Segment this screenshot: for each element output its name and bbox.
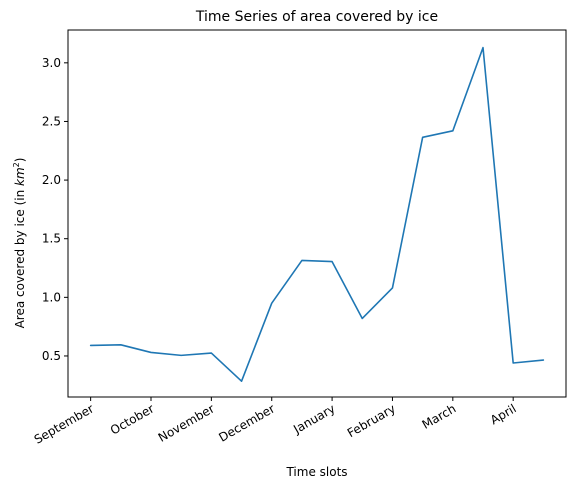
axes-frame: [67, 29, 567, 398]
y-tick-label: 2.0: [42, 173, 61, 187]
x-axis-label: Time slots: [285, 465, 347, 479]
y-axis-label: Area covered by ice (in km2): [12, 158, 27, 329]
x-tick-label: September: [32, 401, 96, 446]
x-tick-label: November: [156, 401, 217, 444]
chart-title: Time Series of area covered by ice: [195, 9, 438, 25]
y-axis-label-unit: km: [13, 167, 27, 186]
y-tick-label: 3.0: [42, 56, 61, 70]
x-axis-ticks: September October November December January F…: [32, 397, 519, 447]
y-axis-ticks: 0.5 1.0 1.5 2.0 2.5 3.0: [42, 56, 68, 363]
y-tick-label: 1.5: [42, 232, 61, 246]
y-axis-label-prefix: Area covered by ice (in: [13, 186, 27, 328]
y-tick-label: 1.0: [42, 290, 61, 304]
x-tick-label: January: [290, 401, 337, 436]
x-tick-label: December: [216, 401, 277, 444]
series-group: [89, 46, 545, 382]
y-axis-label-unit-exponent: 2: [12, 162, 21, 167]
y-axis-label-suffix: ): [13, 158, 27, 163]
y-tick-label: 0.5: [42, 349, 61, 363]
y-tick-label: 2.5: [42, 114, 61, 128]
plot-area: 0.5 1.0 1.5 2.0 2.5 3.0 September October Novem…: [32, 29, 567, 447]
x-tick-label: February: [345, 401, 398, 440]
x-tick-label: October: [108, 401, 157, 437]
series-line-0: [89, 46, 545, 382]
x-tick-label: March: [420, 401, 459, 431]
x-tick-label: April: [488, 401, 519, 427]
